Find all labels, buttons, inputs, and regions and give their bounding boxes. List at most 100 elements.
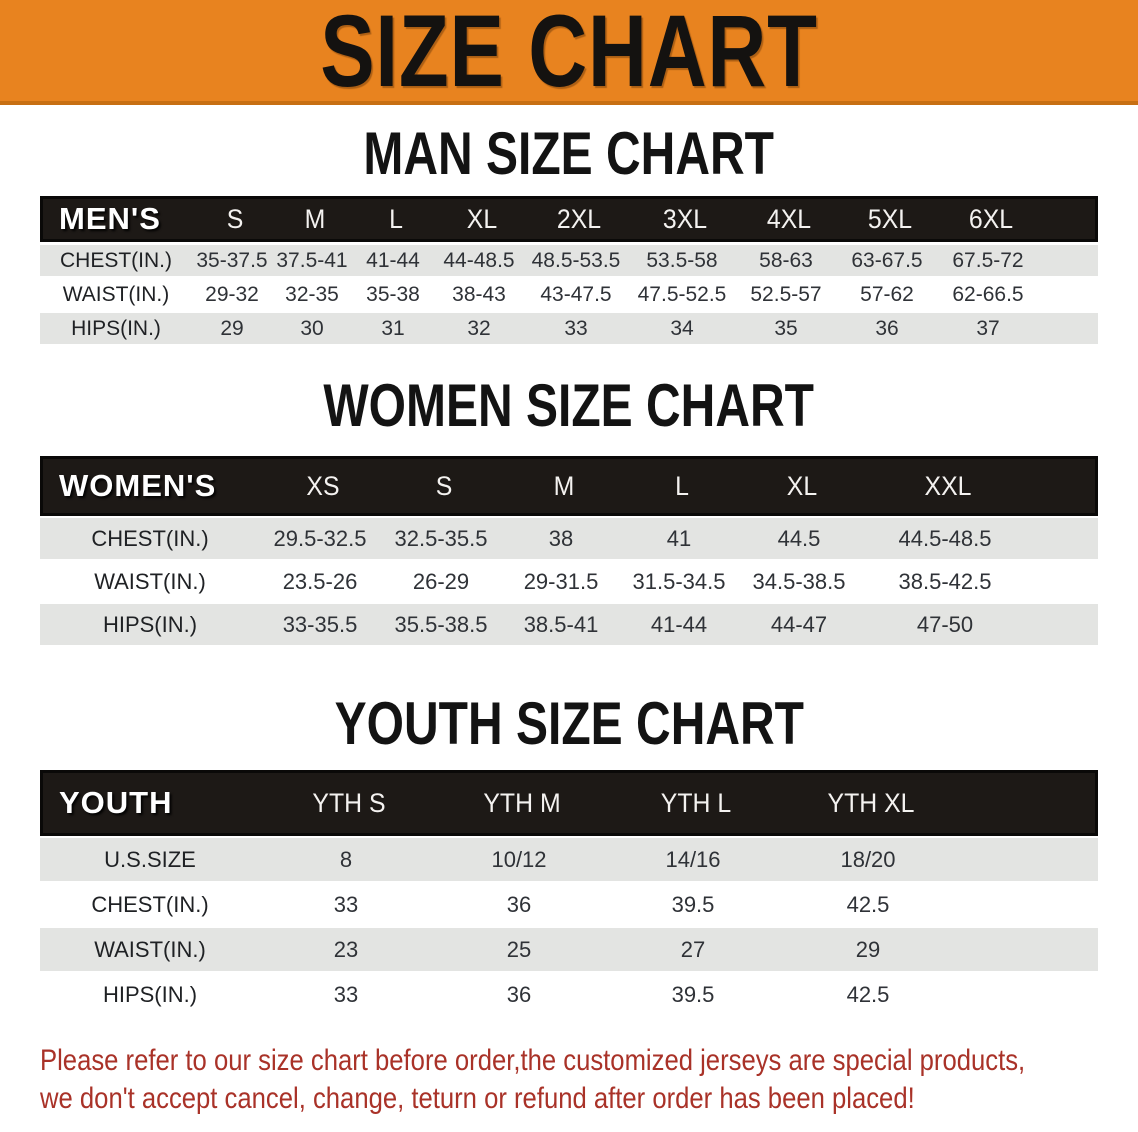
cell-value: 35 [774,316,798,340]
cell-value: 23.5-26 [282,568,358,594]
cell-value: 10/12 [491,846,547,872]
row-label: CHEST(IN.) [91,891,209,917]
cell-value: 33-35.5 [282,611,358,637]
cell-value: 33 [564,316,588,340]
size-column-header: XS [306,470,340,501]
youth-section-heading: YOUTH SIZE CHART [0,690,1138,757]
size-column-header: YTH XL [827,787,915,818]
cell-value: 43-47.5 [540,282,612,306]
cell-value: 44-47 [770,611,828,637]
men-section-heading-text: MAN SIZE CHART [363,120,775,187]
cell-value: 23 [333,936,359,962]
size-column-header: 4XL [766,203,812,234]
row-label: CHEST(IN.) [91,525,209,551]
youth-size-table: YOUTH YTH S YTH M YTH L YTH XL U.S.SIZE 8 10/12… [40,770,1098,1016]
cell-value: 41-44 [650,611,708,637]
size-column-header: L [389,203,403,234]
cell-value: 36 [875,316,899,340]
size-column-header: L [675,470,689,501]
cell-value: 31.5-34.5 [632,568,726,594]
cell-value: 36 [506,981,532,1007]
size-column-header: XL [466,203,498,234]
cell-value: 36 [506,891,532,917]
row-label: HIPS(IN.) [71,316,161,340]
cell-value: 33 [333,891,359,917]
size-column-header: 2XL [556,203,602,234]
size-column-header: YTH L [660,787,732,818]
cell-value: 39.5 [671,981,715,1007]
cell-value: 25 [506,936,532,962]
table-header-row: YOUTH YTH S YTH M YTH L YTH XL [40,770,1098,836]
table-row: CHEST(IN.) 33 36 39.5 42.5 [40,883,1098,926]
youth-section-heading-text: YOUTH SIZE CHART [334,690,804,757]
cell-value: 42.5 [846,891,890,917]
cell-value: 30 [300,316,324,340]
cell-value: 29 [855,936,881,962]
cell-value: 29.5-32.5 [273,525,367,551]
row-spacer [1038,245,1098,276]
cell-value: 37 [976,316,1000,340]
size-column-header: XL [786,470,818,501]
disclaimer-note: Please refer to our size chart before or… [40,1042,1138,1118]
size-column-header: S [226,203,244,234]
cell-value: 35-38 [366,282,420,306]
table-row: HIPS(IN.) 33-35.5 35.5-38.5 38.5-41 41-44 44-… [40,604,1098,645]
row-spacer [1030,561,1098,602]
women-size-table: WOMEN'S XS S M L XL XXL CHEST(IN.) 29.5-32.5 32.5… [40,456,1098,645]
cell-value: 58-63 [759,248,813,272]
disclaimer-line-1: Please refer to our size chart before or… [40,1044,1026,1077]
table-header-row: MEN'S S M L XL 2XL 3XL 4XL 5XL 6XL [40,196,1098,242]
cell-value: 32.5-35.5 [394,525,488,551]
cell-value: 27 [680,936,706,962]
size-column-header: XXL [924,470,972,501]
row-spacer [956,973,1098,1016]
disclaimer-line-2: we don't accept cancel, change, teturn o… [40,1082,915,1115]
table-row: WAIST(IN.) 23.5-26 26-29 29-31.5 31.5-34.5 34… [40,561,1098,602]
cell-value: 35-37.5 [196,248,268,272]
banner-title: SIZE CHART [320,0,818,108]
size-column-header: M [553,470,575,501]
cell-value: 67.5-72 [952,248,1024,272]
size-column-header: 6XL [968,203,1014,234]
row-label: HIPS(IN.) [102,981,198,1007]
table-row: U.S.SIZE 8 10/12 14/16 18/20 [40,838,1098,881]
table-header-row: WOMEN'S XS S M L XL XXL [40,456,1098,516]
cell-value: 29-31.5 [523,568,599,594]
row-label: WAIST(IN.) [62,282,170,306]
cell-value: 38.5-42.5 [898,568,992,594]
size-column-header: YTH M [483,787,561,818]
cell-value: 35.5-38.5 [394,611,488,637]
men-size-table: MEN'S S M L XL 2XL 3XL 4XL 5XL 6XL CHEST(IN.) 35-37… [40,196,1098,344]
women-section-heading: WOMEN SIZE CHART [0,376,1138,436]
table-row: CHEST(IN.) 35-37.5 37.5-41 41-44 44-48.5 48.5… [40,245,1098,276]
cell-value: 44.5 [777,525,821,551]
table-row: HIPS(IN.) 29 30 31 32 33 34 35 36 37 [40,313,1098,344]
row-spacer [1030,604,1098,645]
row-label: WAIST(IN.) [94,568,206,594]
cell-value: 47-50 [916,611,974,637]
cell-value: 14/16 [665,846,721,872]
cell-value: 41-44 [366,248,420,272]
cell-value: 52.5-57 [750,282,822,306]
table-row: WAIST(IN.) 23 25 27 29 [40,928,1098,971]
cell-value: 37.5-41 [276,248,348,272]
header-spacer [1033,459,1095,513]
cell-value: 63-67.5 [851,248,923,272]
row-label: CHEST(IN.) [60,248,172,272]
cell-value: 29 [220,316,244,340]
cell-value: 32 [467,316,491,340]
cell-value: 26-29 [412,568,470,594]
group-label: YOUTH [59,785,173,820]
men-section-heading: MAN SIZE CHART [0,120,1138,187]
size-column-header: S [435,470,453,501]
cell-value: 34.5-38.5 [752,568,846,594]
group-label: WOMEN'S [59,468,217,503]
cell-value: 33 [333,981,359,1007]
group-label: MEN'S [59,201,161,236]
cell-value: 47.5-52.5 [637,282,727,306]
header-spacer [1041,199,1095,239]
size-column-header: YTH S [312,787,386,818]
cell-value: 38.5-41 [523,611,599,637]
row-spacer [1038,313,1098,344]
